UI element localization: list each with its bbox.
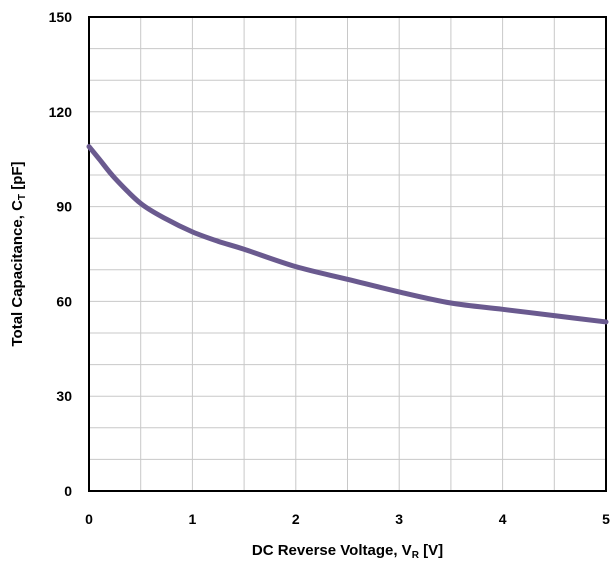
y-tick-label: 90 xyxy=(56,199,72,215)
series-layer xyxy=(86,144,609,325)
y-tick-label: 60 xyxy=(56,293,72,309)
y-tick-label: 150 xyxy=(49,9,73,25)
plot-frame xyxy=(88,16,607,492)
x-tick-label: 4 xyxy=(499,511,507,527)
x-tick-label: 3 xyxy=(395,511,403,527)
x-tick-label: 1 xyxy=(189,511,197,527)
x-axis-label: DC Reverse Voltage, VR [V] xyxy=(252,542,443,561)
x-tick-label: 2 xyxy=(292,511,300,527)
tick-labels: 0 1 2 3 4 5 0 30 60 90 120 150 xyxy=(49,9,610,527)
x-tick-label: 0 xyxy=(85,511,93,527)
y-tick-label: 0 xyxy=(64,483,72,499)
y-tick-label: 30 xyxy=(56,388,72,404)
grid-lines xyxy=(89,17,606,491)
capacitance-series-line xyxy=(86,144,609,325)
y-axis-label: Total Capacitance, CT [pF] xyxy=(9,161,28,346)
y-tick-label: 120 xyxy=(49,104,73,120)
x-tick-label: 5 xyxy=(602,511,610,527)
